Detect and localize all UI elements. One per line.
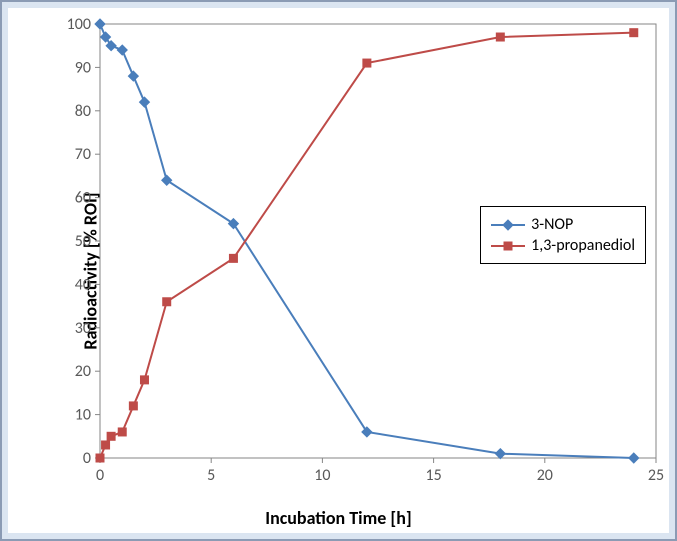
- svg-text:25: 25: [648, 466, 664, 485]
- svg-text:40: 40: [75, 275, 91, 294]
- svg-text:80: 80: [75, 102, 91, 121]
- svg-text:0: 0: [96, 466, 104, 485]
- svg-text:90: 90: [75, 58, 91, 77]
- svg-text:70: 70: [75, 145, 91, 164]
- svg-text:50: 50: [75, 232, 91, 251]
- square-marker-icon: [491, 239, 525, 253]
- svg-text:0: 0: [83, 449, 91, 468]
- diamond-marker-icon: [491, 218, 525, 232]
- legend-item: 3-NOP: [491, 215, 635, 234]
- legend-label: 1,3-propanediol: [531, 236, 635, 255]
- legend-item: 1,3-propanediol: [491, 236, 635, 255]
- svg-text:10: 10: [75, 406, 91, 425]
- legend-label: 3-NOP: [531, 215, 573, 234]
- chart-outer-frame: Radioactivity [% ROI] Incubation Time [h…: [0, 0, 677, 541]
- svg-text:60: 60: [75, 189, 91, 208]
- svg-text:10: 10: [314, 466, 330, 485]
- svg-text:5: 5: [207, 466, 215, 485]
- legend: 3-NOP 1,3-propanediol: [480, 206, 646, 264]
- plot-svg: 0 10 20 30 40 50 60 70 80 90 100 0 5 10 15 20 25: [8, 8, 669, 533]
- chart-inner-area: Radioactivity [% ROI] Incubation Time [h…: [8, 8, 669, 533]
- svg-text:20: 20: [537, 466, 553, 485]
- svg-text:15: 15: [425, 466, 441, 485]
- svg-text:20: 20: [75, 362, 91, 381]
- svg-text:30: 30: [75, 319, 91, 338]
- svg-text:100: 100: [67, 15, 91, 34]
